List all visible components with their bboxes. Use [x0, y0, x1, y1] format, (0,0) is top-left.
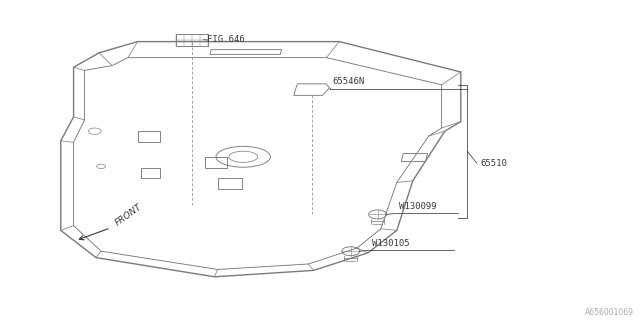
Text: W130099: W130099: [399, 202, 436, 211]
Text: FRONT: FRONT: [114, 202, 144, 227]
Text: 65546N: 65546N: [333, 77, 365, 86]
Text: W130105: W130105: [372, 239, 410, 248]
Text: A656001069: A656001069: [584, 308, 634, 317]
Text: 65510: 65510: [480, 159, 507, 168]
Text: FIG.646: FIG.646: [207, 35, 244, 44]
